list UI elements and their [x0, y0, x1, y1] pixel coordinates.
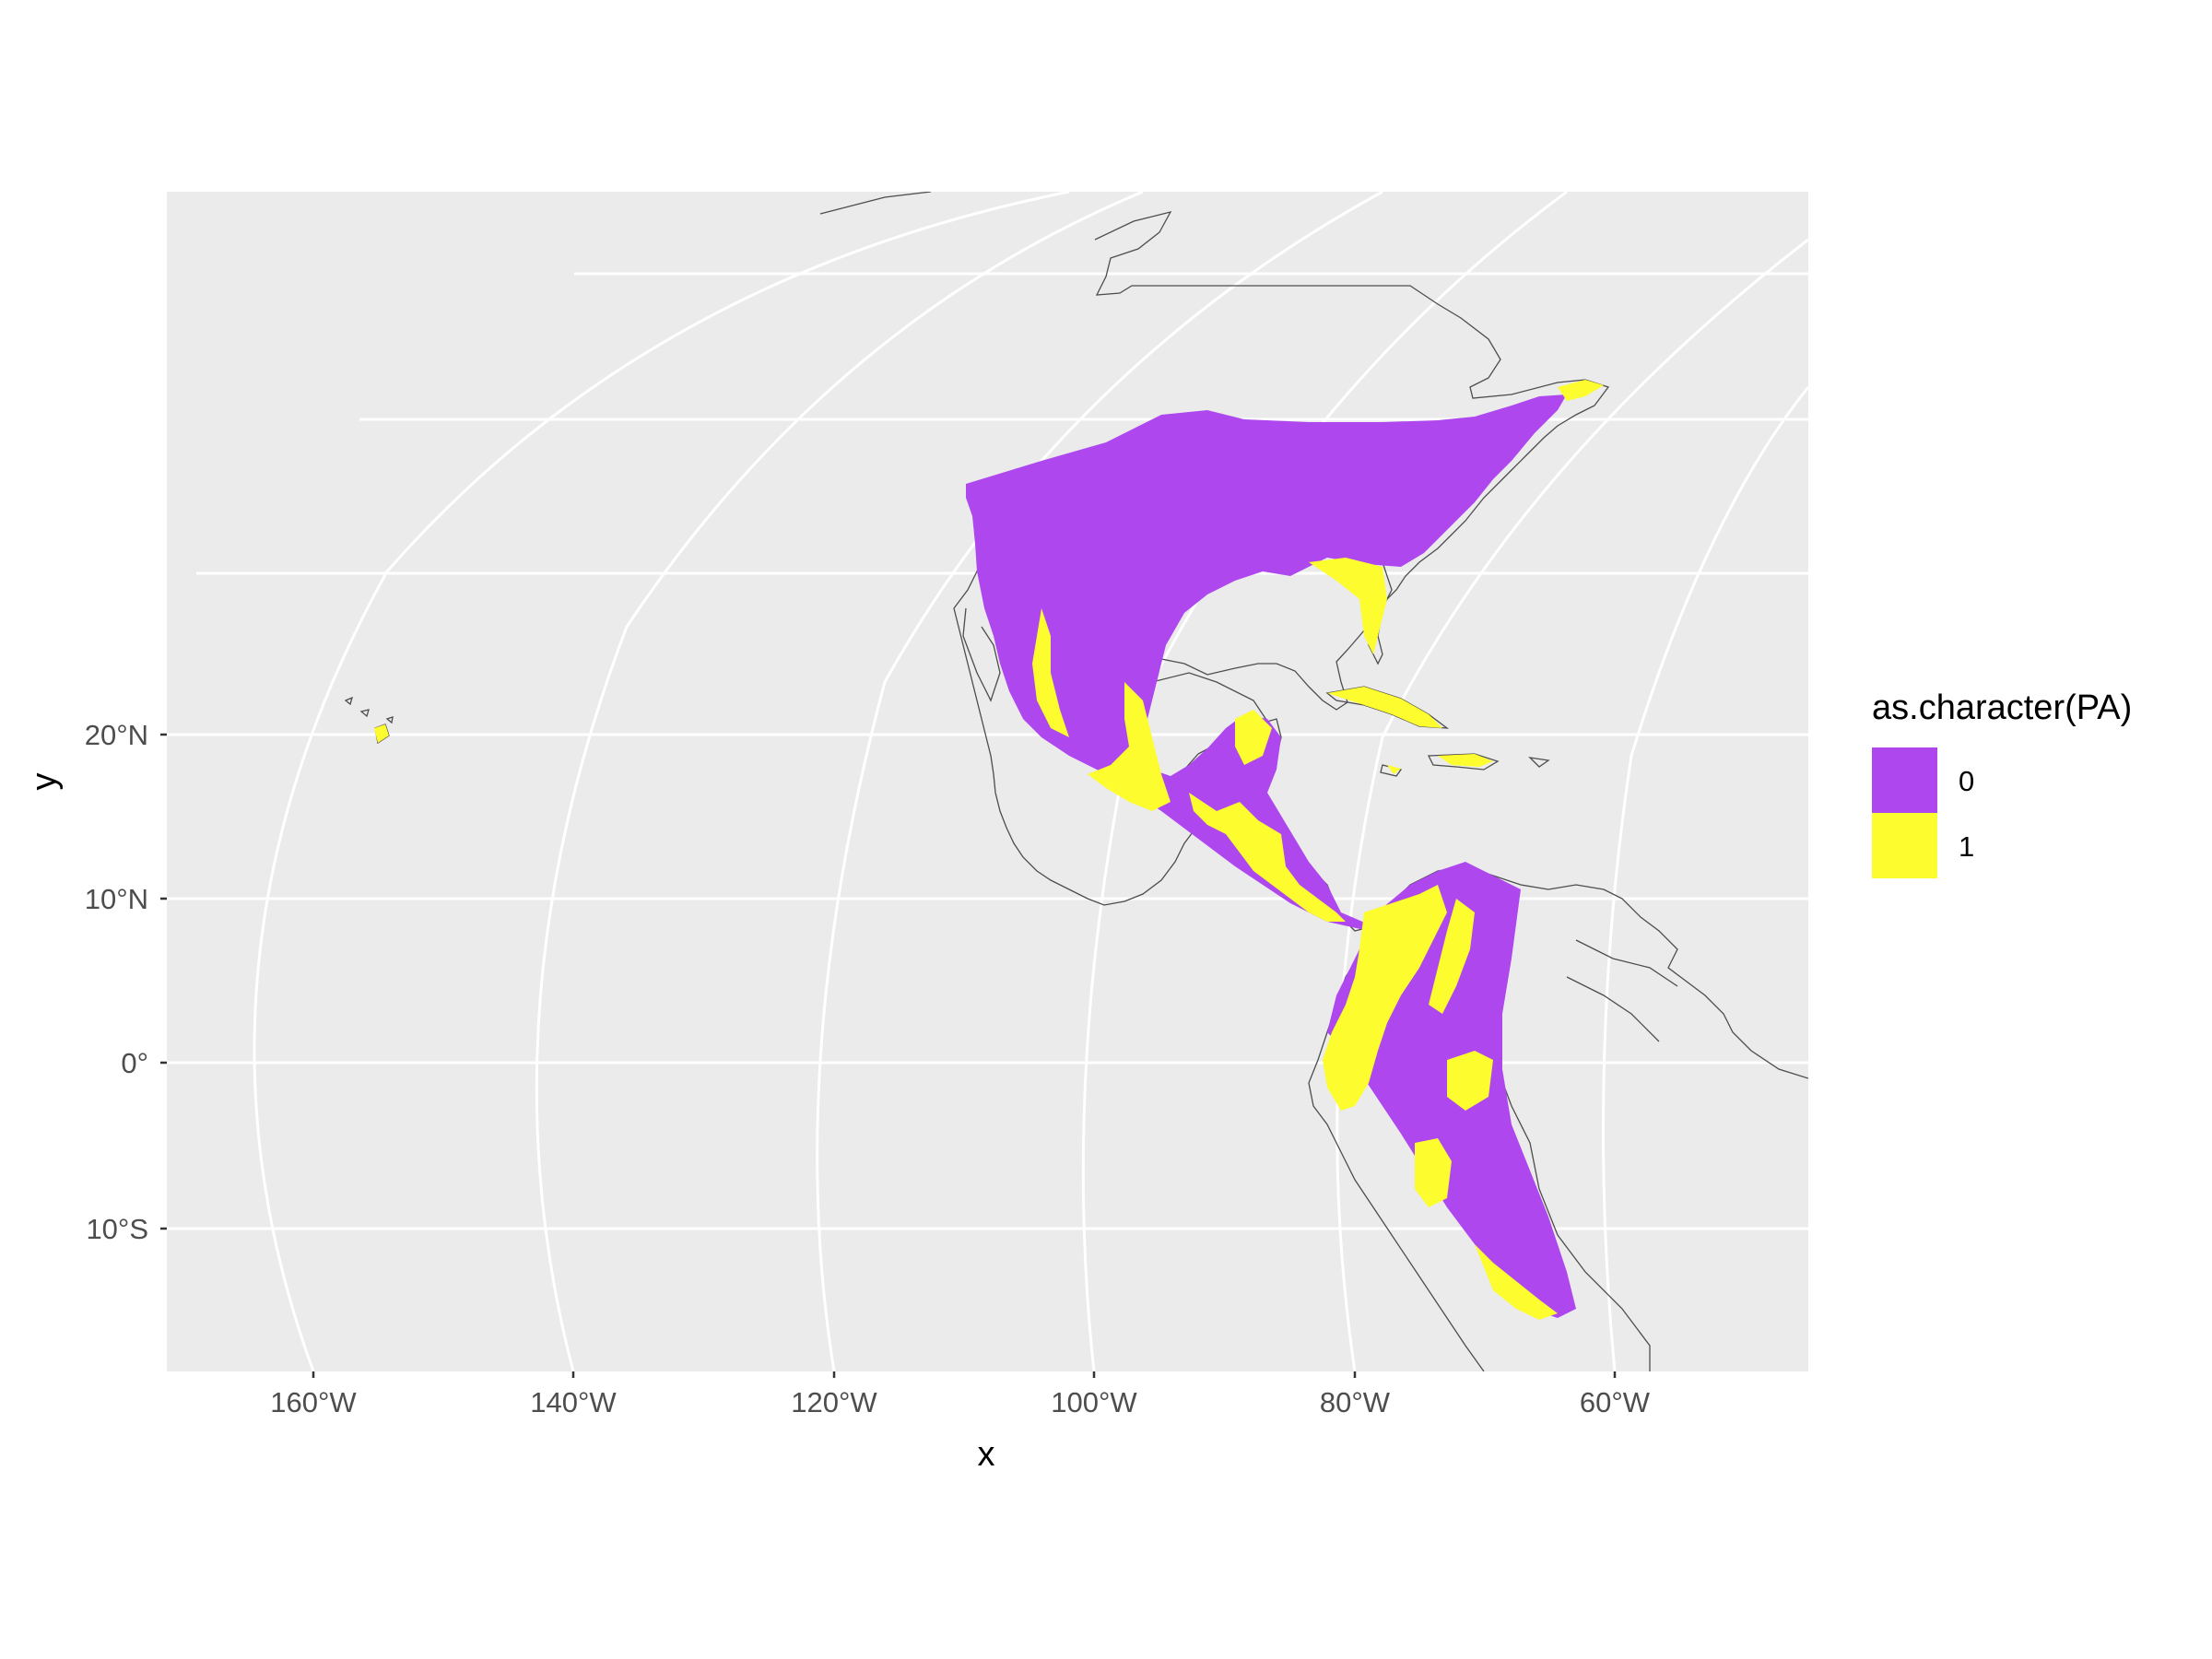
axis-ticks	[160, 733, 1617, 1378]
meridian-line	[816, 192, 1383, 1371]
raster-region-caribbean	[1327, 687, 1493, 774]
raster-region-northeast	[1558, 380, 1604, 401]
x-axis-title: x	[978, 1435, 995, 1474]
raster-region-bolivia	[1475, 1244, 1558, 1320]
raster-region-magdalena	[1429, 899, 1475, 1014]
y-axis-title: y	[25, 773, 64, 791]
meridian-line	[253, 192, 1070, 1371]
legend: as.character(PA) 0 1	[1872, 688, 2132, 878]
x-tick-label: 140°W	[530, 1386, 617, 1418]
meridian-line	[535, 192, 1144, 1371]
x-tick-label: 100°W	[1051, 1386, 1137, 1418]
baja-coastline	[962, 607, 1001, 702]
raster-region-central-america	[1189, 793, 1346, 922]
raster-class-1	[374, 380, 1604, 1320]
raster-region-amazon-patch	[1447, 1051, 1493, 1111]
hawaii-islands	[344, 696, 394, 745]
meridian-line	[1335, 238, 1808, 1371]
country-borders	[1133, 672, 1678, 1371]
raster-region-hawaii	[374, 724, 389, 743]
legend-label-1: 1	[1959, 830, 1974, 863]
raster-region-gulf-coast	[1309, 558, 1387, 654]
raster-region-mexico-west	[1032, 608, 1069, 737]
meridian-line	[1602, 386, 1808, 1371]
legend-swatch-0	[1872, 747, 1937, 813]
panel-background	[167, 192, 1808, 1371]
legend-label-0: 0	[1959, 765, 1974, 797]
raster-region-yucatan	[1235, 710, 1272, 765]
raster-region-mexico-central	[1088, 682, 1171, 811]
y-tick-label: 0°	[121, 1047, 148, 1079]
x-tick-label: 80°W	[1320, 1386, 1391, 1418]
legend-swatch-1	[1872, 813, 1937, 878]
x-tick-label: 60°W	[1580, 1386, 1651, 1418]
legend-title: as.character(PA)	[1872, 688, 2132, 727]
x-tick-label: 160°W	[270, 1386, 357, 1418]
raster-region-peru-patch	[1415, 1138, 1452, 1207]
y-tick-label: 20°N	[85, 719, 148, 751]
raster-region-andes-north	[1323, 885, 1447, 1111]
x-tick-label: 120°W	[791, 1386, 877, 1418]
y-tick-label: 10°S	[86, 1213, 148, 1245]
y-tick-label: 10°N	[85, 883, 148, 915]
